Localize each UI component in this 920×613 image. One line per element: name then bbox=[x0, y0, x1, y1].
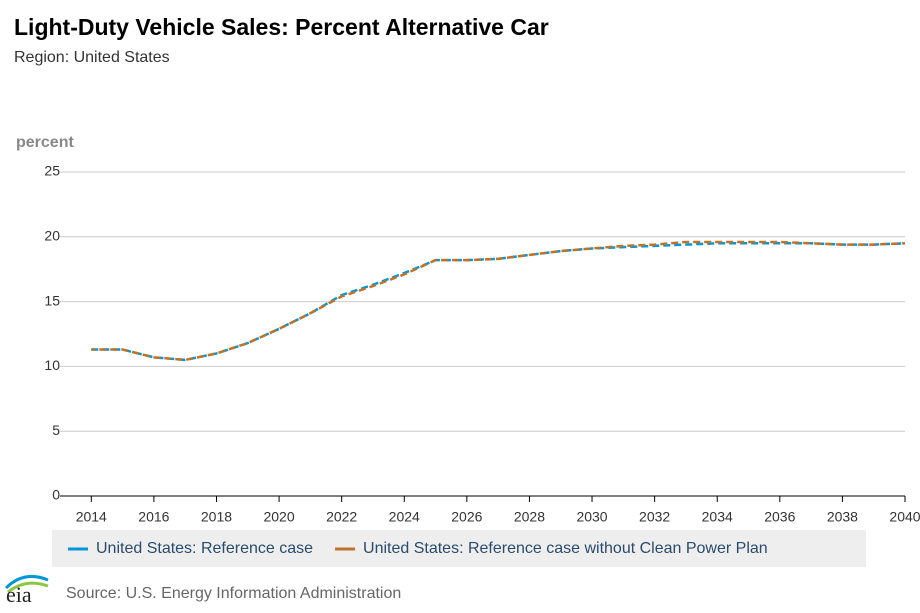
x-tick-label: 2020 bbox=[263, 509, 294, 525]
logo-text: eia bbox=[6, 582, 32, 607]
y-axis-label: percent bbox=[16, 134, 74, 151]
x-tick-label: 2030 bbox=[576, 509, 607, 525]
series-line bbox=[91, 242, 906, 362]
chart-subtitle: Region: United States bbox=[14, 49, 170, 66]
y-tick-label: 5 bbox=[52, 422, 60, 438]
x-tick-label: 2024 bbox=[389, 509, 420, 525]
x-tick-label: 2040 bbox=[889, 509, 920, 525]
x-tick-label: 2016 bbox=[138, 509, 169, 525]
x-tick-label: 2038 bbox=[827, 509, 858, 525]
legend-box bbox=[52, 530, 866, 567]
y-tick-label: 10 bbox=[44, 357, 60, 373]
logo bbox=[4, 574, 49, 594]
x-tick-label: 2026 bbox=[451, 509, 482, 525]
chart-title: Light-Duty Vehicle Sales: Percent Altern… bbox=[14, 14, 549, 40]
series-line bbox=[91, 240, 906, 362]
legend-label: United States: Reference case without Cl… bbox=[363, 540, 768, 557]
x-tick-label: 2032 bbox=[639, 509, 670, 525]
x-tick-label: 2036 bbox=[764, 509, 795, 525]
x-tick-label: 2028 bbox=[514, 509, 545, 525]
legend-label: United States: Reference case bbox=[96, 540, 313, 557]
y-tick-label: 15 bbox=[44, 292, 60, 308]
y-tick-label: 0 bbox=[52, 487, 60, 503]
y-tick-label: 20 bbox=[44, 228, 60, 244]
x-tick-label: 2022 bbox=[326, 509, 357, 525]
y-tick-label: 25 bbox=[44, 163, 60, 179]
x-tick-label: 2018 bbox=[201, 509, 232, 525]
source: Source: U.S. Energy Information Administ… bbox=[66, 585, 401, 602]
x-tick-label: 2014 bbox=[76, 509, 107, 525]
x-tick-label: 2034 bbox=[702, 509, 733, 525]
